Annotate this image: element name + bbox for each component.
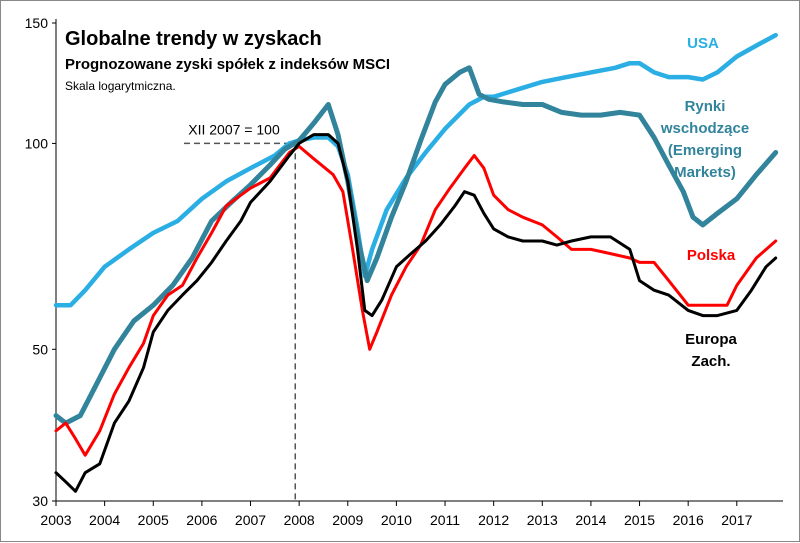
x-tick-label: 2008 [284, 512, 315, 528]
x-tick-label: 2004 [89, 512, 120, 528]
series-label: (Emerging [668, 142, 742, 159]
x-tick-label: 2013 [527, 512, 558, 528]
y-tick-labels: 150 100 50 30 [25, 15, 56, 509]
x-tick-label: 2016 [673, 512, 704, 528]
reference-label: XII 2007 = 100 [188, 121, 280, 137]
series-label: Markets) [674, 164, 736, 181]
x-tick-label: 2005 [138, 512, 169, 528]
x-tick-labels: 2003 2004 2005 2006 2007 2008 2009 2010 2011 2012… [40, 501, 753, 528]
y-tick-label: 30 [32, 493, 48, 509]
series-line [53, 32, 778, 308]
x-tick-label: 2003 [40, 512, 71, 528]
x-tick-label: 2009 [332, 512, 363, 528]
series-line [53, 65, 779, 426]
y-tick-label: 100 [25, 135, 49, 151]
chart-title: Globalne trendy w zyskach [65, 28, 322, 50]
x-tick-label: 2015 [624, 512, 655, 528]
reference-marker: XII 2007 = 100 [184, 121, 297, 501]
x-tick-label: 2007 [235, 512, 266, 528]
series-line [54, 133, 778, 493]
series-label: Europa [685, 331, 737, 348]
y-tick-label: 150 [25, 15, 49, 31]
x-tick-label: 2006 [186, 512, 217, 528]
x-tick-label: 2010 [381, 512, 412, 528]
series-label: Rynki [685, 98, 726, 115]
x-tick-label: 2017 [721, 512, 752, 528]
x-tick-label: 2012 [478, 512, 509, 528]
series-line [54, 144, 778, 457]
y-tick-label: 50 [32, 341, 48, 357]
series-label: USA [687, 35, 719, 52]
series-label: wschodzące [660, 120, 749, 137]
series-label: Polska [687, 247, 736, 264]
x-tick-label: 2014 [575, 512, 606, 528]
series-labels: USA Rynki wschodzące (Emerging Markets) Polsk… [660, 35, 749, 370]
series-label: Zach. [691, 353, 730, 370]
x-tick-label: 2011 [430, 512, 460, 528]
series-lines [53, 32, 779, 493]
chart-subtitle: Prognozowane zyski spółek z indeksów MSC… [65, 56, 390, 73]
scale-note: Skala logarytmiczna. [65, 79, 176, 93]
